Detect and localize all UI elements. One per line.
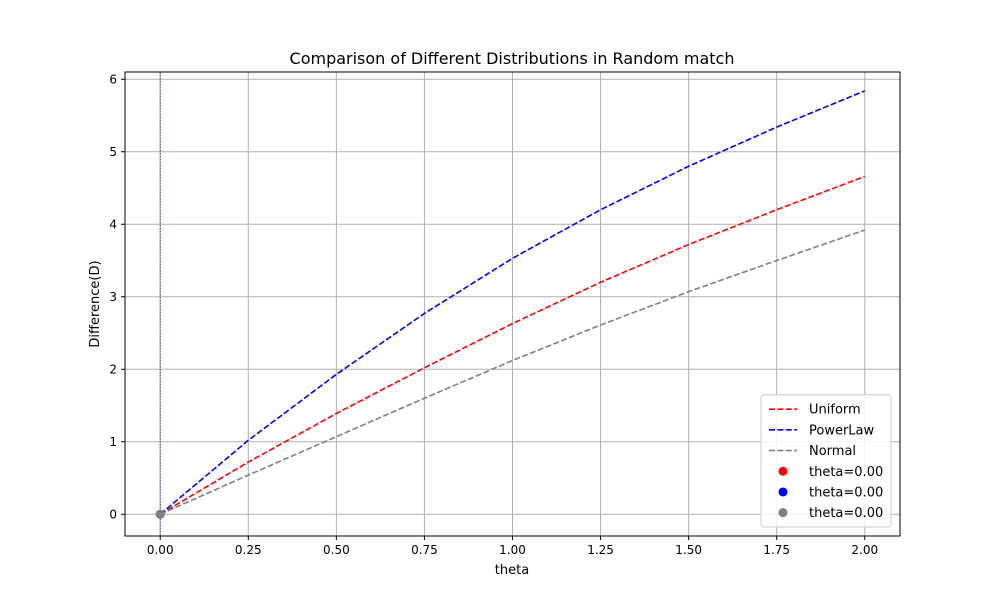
marker-point (155, 509, 165, 519)
x-tick-label: 0.00 (147, 543, 174, 557)
x-tick-label: 0.50 (323, 543, 350, 557)
x-axis-label: theta (495, 563, 529, 578)
x-ticks: 0.00 0.25 0.50 0.75 1.00 1.25 1.50 1.75 2.00 (147, 536, 878, 557)
legend: Uniform PowerLaw Normal theta=0.00 theta=0.0… (760, 394, 892, 528)
legend-label: theta=0.00 (809, 465, 883, 480)
legend-dot-marker (778, 487, 788, 497)
markers (155, 509, 165, 519)
legend-label: PowerLaw (809, 423, 875, 438)
x-tick-label: 0.25 (235, 543, 262, 557)
legend-label: theta=0.00 (809, 485, 883, 500)
x-tick-label: 1.00 (499, 543, 526, 557)
y-tick-label: 3 (109, 290, 117, 304)
legend-dot-marker (778, 508, 788, 518)
x-tick-label: 2.00 (851, 543, 878, 557)
legend-label: Normal (809, 444, 856, 459)
x-tick-label: 1.50 (675, 543, 702, 557)
series-line-normal (159, 229, 866, 515)
y-tick-label: 2 (109, 362, 117, 376)
x-tick-label: 1.25 (587, 543, 614, 557)
y-ticks: 0 1 2 3 4 5 6 (109, 72, 125, 521)
legend-label: theta=0.00 (809, 506, 883, 521)
y-axis-label: Difference(D) (88, 260, 103, 347)
legend-label: Uniform (809, 403, 861, 418)
chart-title: Comparison of Different Distributions in… (290, 49, 735, 68)
legend-dot-marker (778, 466, 788, 476)
y-tick-label: 0 (109, 507, 117, 521)
series-lines (159, 90, 866, 515)
legend-box (760, 394, 892, 528)
y-tick-label: 1 (109, 435, 117, 449)
y-tick-label: 4 (109, 217, 117, 231)
series-line-powerlaw (159, 90, 866, 515)
series-line-uniform (159, 175, 866, 515)
y-tick-label: 5 (109, 145, 117, 159)
y-tick-label: 6 (109, 72, 117, 86)
x-tick-label: 1.75 (763, 543, 790, 557)
x-tick-label: 0.75 (411, 543, 438, 557)
